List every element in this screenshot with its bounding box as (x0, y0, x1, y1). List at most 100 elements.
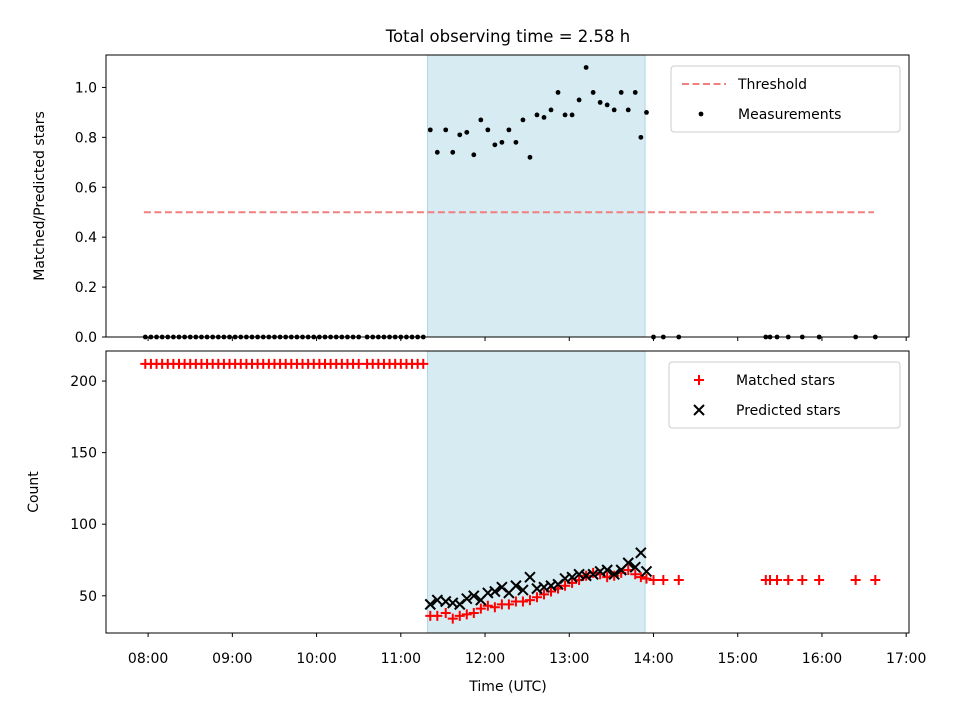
matched-star-point (482, 600, 493, 611)
y-tick-label: 0.6 (75, 180, 97, 196)
predicted-star-point (566, 571, 578, 583)
measurement-point (562, 112, 568, 118)
count-plot: 08:00 09:00 10:00 11:00 12:00 13:00 14:00 15:00… (26, 350, 926, 667)
measurement-point (478, 117, 484, 123)
matched-star-point (440, 607, 451, 618)
measurement-point (471, 152, 477, 158)
predicted-star-point (608, 568, 620, 581)
predicted-star-point (424, 598, 436, 611)
measurement-point (541, 114, 547, 120)
matched-star-point (560, 580, 571, 591)
matched-star-point (648, 575, 659, 586)
measurement-point (555, 90, 561, 95)
measurement-point (597, 100, 603, 105)
matched-star-point (814, 575, 825, 586)
legend-measurement-swatch (698, 111, 704, 117)
matched-star-point (658, 575, 669, 586)
predicted-star-point (489, 585, 501, 598)
matched-star-point (432, 610, 443, 621)
predicted-star-point (510, 580, 522, 592)
measurement-point (534, 112, 540, 118)
matched-star-point (630, 569, 641, 580)
matched-star-point (635, 572, 646, 583)
x-tick-label: 12:00 (465, 651, 505, 667)
matched-star-point (517, 596, 528, 607)
matched-star-point (524, 595, 535, 606)
predicted-star-point (601, 564, 613, 576)
measurement-point (590, 90, 596, 95)
y-tick-label: 0.4 (75, 230, 97, 246)
measurement-point (632, 90, 638, 95)
matched-star-point (475, 603, 486, 614)
y-tick-label: 0.0 (75, 330, 97, 346)
y-axis-label: Count (26, 471, 42, 513)
x-tick-label: 17:00 (886, 651, 926, 667)
predicted-star-point (587, 568, 599, 581)
measurement-point (464, 129, 470, 135)
x-axis-label: Time (UTC) (468, 679, 546, 695)
measurement-point (583, 65, 589, 70)
measurement-point (569, 112, 575, 118)
chart-title: Total observing time = 2.58 h (385, 27, 630, 46)
predicted-star-point (635, 547, 647, 559)
predicted-star-point (622, 557, 634, 569)
x-tick-label: 09:00 (212, 651, 252, 667)
legend-matched-swatch (694, 375, 704, 385)
ratio-plot: 0.0 0.2 0.4 0.6 0.8 1.0 Matched/Predicted star… (32, 54, 910, 346)
y-tick-label: 0.8 (75, 130, 97, 146)
predicted-star-point (468, 590, 480, 602)
measurement-point (638, 134, 644, 140)
matched-star-point (641, 573, 652, 584)
matched-star-point (461, 609, 472, 620)
matched-star-point (673, 575, 684, 586)
measurement-point (644, 109, 649, 115)
legend-label: Measurements (738, 107, 841, 123)
measurement-point (625, 107, 631, 113)
matched-star-point (870, 575, 881, 586)
y-axis-label: Matched/Predicted stars (32, 111, 48, 281)
predicted-star-point (524, 571, 536, 583)
measurement-point (611, 107, 617, 113)
predicted-star-point (461, 592, 473, 605)
plot-frame (105, 54, 910, 338)
observing-window-span (426, 54, 646, 338)
matched-star-point (503, 599, 514, 610)
measurement-point (576, 97, 582, 103)
observing-window-span (426, 350, 646, 634)
measurement-point (548, 107, 554, 113)
matched-star-point (418, 358, 429, 369)
x-tick-label: 14:00 (633, 651, 673, 667)
y-tick-label: 50 (79, 589, 97, 605)
legend-box (668, 361, 901, 429)
predicted-star-point (640, 565, 653, 578)
measurement-point (485, 127, 491, 133)
x-tick-label: 15:00 (718, 651, 758, 667)
plot-frame (105, 350, 910, 634)
predicted-star-point (517, 584, 529, 596)
x-tick-label: 11:00 (381, 651, 421, 667)
measurement-point (434, 149, 440, 155)
measurement-point (427, 127, 433, 133)
legend-label: Threshold (737, 77, 807, 93)
legend-predicted-swatch (693, 404, 705, 416)
matched-star-point (539, 589, 549, 600)
measurement-point (604, 102, 610, 108)
matched-star-point (454, 610, 465, 621)
y-tick-label: 100 (70, 517, 97, 533)
matched-star-point (772, 575, 783, 586)
x-tick-label: 08:00 (128, 651, 168, 667)
legend-box (670, 65, 901, 133)
measurement-point (492, 142, 498, 148)
matched-star-point (489, 602, 500, 613)
measurement-point (527, 154, 533, 160)
measurement-point (618, 90, 624, 95)
matched-star-point (609, 570, 620, 581)
matched-star-point (447, 613, 458, 624)
predicted-star-point (629, 561, 641, 573)
x-tick-label: 16:00 (802, 651, 842, 667)
matched-star-point (468, 607, 479, 618)
matched-star-point (783, 575, 794, 586)
measurement-point (513, 139, 519, 145)
matched-star-point (850, 575, 861, 586)
